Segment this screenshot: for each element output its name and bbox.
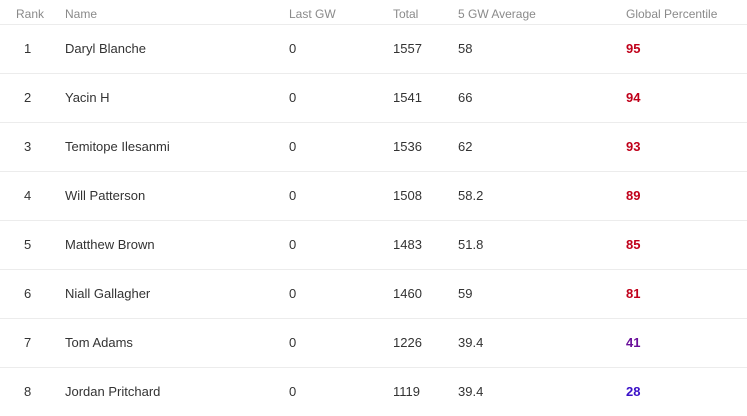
5gw-average-cell: 59 (458, 286, 473, 301)
rank-cell: 6 (24, 286, 32, 301)
table-header: Rank Name Last GW Total 5 GW Average Glo… (0, 0, 747, 25)
total-cell: 1541 (393, 90, 422, 105)
total-cell: 1508 (393, 188, 422, 203)
5gw-average-cell: 58.2 (458, 188, 484, 203)
last-gw-cell: 0 (289, 188, 297, 203)
total-cell: 1119 (393, 384, 420, 399)
total-cell: 1460 (393, 286, 422, 301)
name-cell: Matthew Brown (65, 237, 155, 252)
header-rank[interactable]: Rank (16, 7, 45, 21)
name-cell: Temitope Ilesanmi (65, 139, 170, 154)
rank-cell: 1 (24, 41, 32, 56)
global-percentile-cell: 28 (626, 384, 641, 399)
header-name[interactable]: Name (65, 7, 98, 21)
header-last-gw[interactable]: Last GW (289, 7, 336, 21)
global-percentile-cell: 89 (626, 188, 641, 203)
header-global-percentile[interactable]: Global Percentile (626, 7, 718, 21)
name-cell: Jordan Pritchard (65, 384, 161, 399)
table-row[interactable]: 7 Tom Adams 0 1226 39.4 41 (0, 319, 747, 368)
rank-cell: 3 (24, 139, 32, 154)
table-row[interactable]: 1 Daryl Blanche 0 1557 58 95 (0, 25, 747, 74)
last-gw-cell: 0 (289, 237, 297, 252)
last-gw-cell: 0 (289, 41, 297, 56)
global-percentile-cell: 94 (626, 90, 641, 105)
rank-cell: 2 (24, 90, 32, 105)
global-percentile-cell: 95 (626, 41, 641, 56)
rank-cell: 8 (24, 384, 32, 399)
table-row[interactable]: 6 Niall Gallagher 0 1460 59 81 (0, 270, 747, 319)
global-percentile-cell: 85 (626, 237, 641, 252)
table-row[interactable]: 8 Jordan Pritchard 0 1119 39.4 28 (0, 368, 747, 416)
table-row[interactable]: 2 Yacin H 0 1541 66 94 (0, 74, 747, 123)
5gw-average-cell: 39.4 (458, 335, 484, 350)
total-cell: 1226 (393, 335, 422, 350)
5gw-average-cell: 62 (458, 139, 473, 154)
rank-cell: 7 (24, 335, 32, 350)
last-gw-cell: 0 (289, 286, 297, 301)
total-cell: 1536 (393, 139, 422, 154)
name-cell: Yacin H (65, 90, 110, 105)
name-cell: Tom Adams (65, 335, 133, 350)
5gw-average-cell: 39.4 (458, 384, 484, 399)
5gw-average-cell: 51.8 (458, 237, 484, 252)
rank-cell: 5 (24, 237, 32, 252)
table-row[interactable]: 3 Temitope Ilesanmi 0 1536 62 93 (0, 123, 747, 172)
header-total[interactable]: Total (393, 7, 419, 21)
last-gw-cell: 0 (289, 384, 297, 399)
name-cell: Niall Gallagher (65, 286, 151, 301)
last-gw-cell: 0 (289, 90, 297, 105)
global-percentile-cell: 41 (626, 335, 641, 350)
total-cell: 1483 (393, 237, 422, 252)
name-cell: Will Patterson (65, 188, 146, 203)
name-cell: Daryl Blanche (65, 41, 146, 56)
5gw-average-cell: 66 (458, 90, 473, 105)
last-gw-cell: 0 (289, 335, 297, 350)
table-row[interactable]: 4 Will Patterson 0 1508 58.2 89 (0, 172, 747, 221)
rank-cell: 4 (24, 188, 32, 203)
5gw-average-cell: 58 (458, 41, 473, 56)
last-gw-cell: 0 (289, 139, 297, 154)
table-row[interactable]: 5 Matthew Brown 0 1483 51.8 85 (0, 221, 747, 270)
global-percentile-cell: 81 (626, 286, 641, 301)
total-cell: 1557 (393, 41, 422, 56)
global-percentile-cell: 93 (626, 139, 641, 154)
header-5gw-average[interactable]: 5 GW Average (458, 7, 536, 21)
